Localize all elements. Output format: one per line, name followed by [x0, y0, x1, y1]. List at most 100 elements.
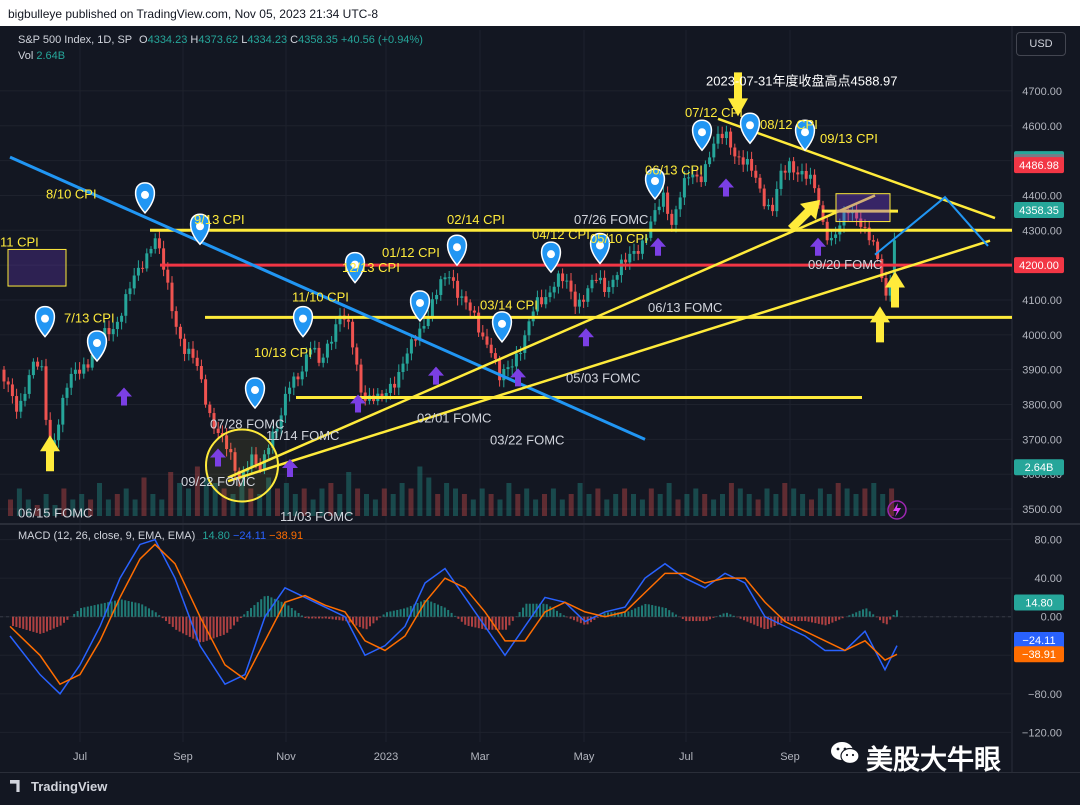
y-tick-label: 4300.00 [1022, 225, 1062, 237]
candle-body [633, 251, 636, 254]
macd-hist-bar [461, 617, 463, 622]
candle-body [477, 313, 480, 333]
macd-hist-bar [318, 617, 320, 619]
candle-body [486, 336, 489, 344]
candle-body [297, 377, 300, 380]
candle-body [595, 280, 598, 281]
candle-body [322, 358, 325, 363]
x-tick-label: Jul [679, 751, 693, 763]
macd-hist-bar [19, 617, 21, 628]
high-value: 4373.62 [198, 34, 238, 46]
macd-hist-bar [213, 617, 215, 639]
candle-body [57, 425, 60, 441]
macd-hist-bar [638, 607, 640, 617]
price-tag-label: 4358.35 [1019, 205, 1059, 217]
candle-body [792, 161, 795, 172]
candle-body [406, 354, 409, 364]
candle-body [334, 324, 337, 342]
macd-hist-bar [162, 617, 164, 618]
y-tick-label: 4400.00 [1022, 190, 1062, 202]
y-tick-label: 3900.00 [1022, 365, 1062, 377]
macd-hist-bar [859, 611, 861, 617]
macd-tick-label: −80.00 [1028, 689, 1062, 701]
macd-hist-bar [634, 608, 636, 616]
macd-hist-bar [141, 604, 143, 616]
event-label: 01/12 CPI [382, 245, 440, 260]
candle-body [763, 189, 766, 207]
macd-hist-bar [729, 614, 731, 616]
macd-hist-bar [284, 603, 286, 616]
macd-hist-bar [148, 608, 150, 616]
volume-bar [791, 489, 796, 517]
candle-body [301, 371, 304, 379]
volume-bar [480, 489, 485, 517]
candle-body [171, 283, 174, 311]
volume-bar [702, 494, 707, 516]
macd-hist-bar [369, 617, 371, 627]
event-label: 04/12 CPI [532, 227, 590, 242]
candle-body [658, 207, 661, 210]
macd-hist-bar [90, 606, 92, 617]
y-tick-label: 4700.00 [1022, 86, 1062, 98]
volume-bar [159, 500, 164, 517]
candle-body [78, 370, 81, 374]
volume-bar [569, 494, 574, 516]
event-pin-dot [651, 177, 659, 185]
event-label: 06/13 CPI [645, 162, 703, 177]
zone-box-right [836, 194, 890, 222]
candle-body [519, 353, 522, 354]
volume-bar [124, 489, 129, 517]
ohlc-legend: S&P 500 Index, 1D, SP O4334.23 H4373.62 … [18, 34, 423, 46]
footer-bar [0, 772, 1080, 805]
macd-hist-bar [641, 605, 643, 616]
event-label: 10/13 CPI [254, 345, 312, 360]
candle-body [809, 175, 812, 179]
candle-body [456, 281, 459, 298]
y-tick-label: 3500.00 [1022, 504, 1062, 516]
macd-hist-bar [315, 617, 317, 619]
candle-body [200, 366, 203, 379]
candle-body [759, 178, 762, 189]
candle-body [19, 401, 22, 412]
event-label: 7/13 CPI [64, 310, 115, 325]
candle-body [578, 300, 581, 307]
currency-button[interactable]: USD [1016, 32, 1066, 56]
macd-hist-bar [787, 617, 789, 621]
brand-label: TradingView [31, 779, 107, 794]
candle-body [662, 193, 665, 207]
macd-hist-bar [355, 617, 357, 626]
candle-body [679, 197, 682, 209]
candle-body [784, 171, 787, 173]
volume-bar [613, 494, 618, 516]
volume-bar [506, 483, 511, 516]
macd-hist-bar [22, 617, 24, 629]
candle-body [112, 329, 115, 334]
macd-hist-bar [145, 606, 147, 616]
volume-bar [409, 489, 414, 517]
candle-body [204, 379, 207, 404]
event-label: 03/14 CPI [480, 297, 538, 312]
macd-hist-bar [308, 617, 310, 619]
volume-bar [97, 483, 102, 516]
volume-bar [471, 500, 476, 517]
x-tick-label: Sep [173, 751, 193, 763]
candle-body [292, 377, 295, 388]
candle-body [439, 279, 442, 295]
candle-body [515, 354, 518, 367]
event-pin-dot [547, 250, 555, 258]
candle-body [40, 366, 43, 367]
candle-body [700, 176, 703, 182]
macd-hist-bar [770, 617, 772, 628]
candle-body [796, 172, 799, 174]
tradingview-logo[interactable]: TradingView [10, 779, 107, 794]
candle-body [830, 238, 833, 240]
candle-body [788, 161, 791, 172]
x-tick-label: Jul [73, 751, 87, 763]
x-tick-label: Sep [780, 751, 800, 763]
volume-bar [622, 489, 627, 517]
macd-hist-bar [498, 617, 500, 630]
macd-hist-bar [335, 617, 337, 620]
price-chart[interactable]: 4700.004600.004500.004400.004300.004200.… [0, 26, 1080, 772]
candle-body [284, 394, 287, 415]
macd-hist-bar [648, 604, 650, 616]
